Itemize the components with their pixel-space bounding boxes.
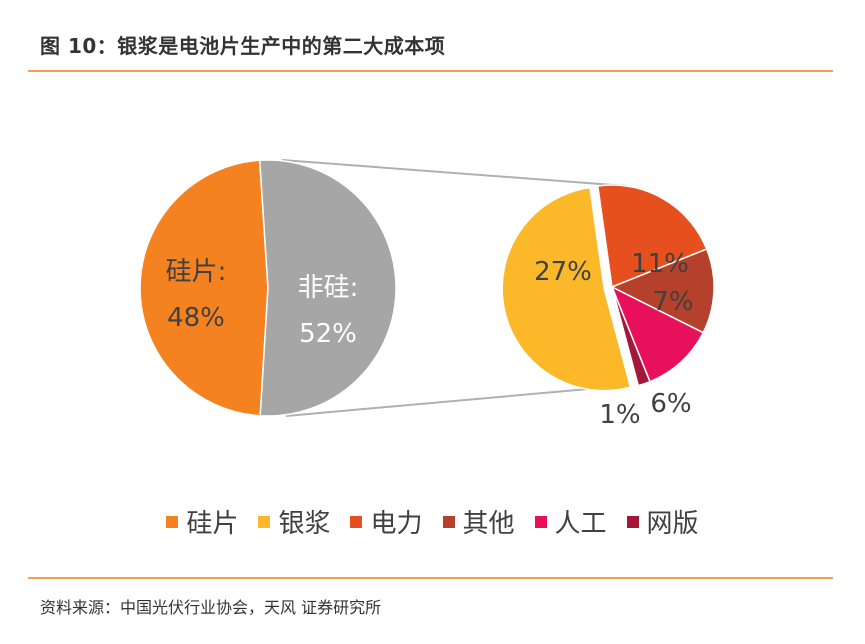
legend-item: 银浆 xyxy=(258,503,330,540)
legend-label: 其他 xyxy=(462,509,515,539)
source-note: 资料来源：中国光伏行业协会，天风 证券研究所 xyxy=(40,598,382,617)
breakdown-pie xyxy=(501,184,715,392)
breakdown-pie-slice-3 xyxy=(610,248,715,334)
footer-divider xyxy=(28,577,833,579)
connector-lines xyxy=(281,159,628,417)
legend-label: 银浆 xyxy=(278,509,331,539)
legend-item: 人工 xyxy=(534,503,607,540)
legend-label: 电力 xyxy=(370,509,423,539)
breakdown-pie-slice-1 xyxy=(501,186,632,392)
breakdown-pie-slice-4 xyxy=(610,285,705,383)
main-pie-slice-2 xyxy=(258,159,397,417)
legend-label: 人工 xyxy=(554,509,607,539)
breakdown-slice-value-label: 7% xyxy=(652,287,693,317)
legend-swatch xyxy=(350,515,363,528)
legend-item: 电力 xyxy=(350,503,423,540)
breakdown-slice-value-label: 11% xyxy=(631,249,689,279)
main-pie xyxy=(139,159,397,417)
breakdown-slice-value-label: 1% xyxy=(599,400,640,430)
legend-label: 网版 xyxy=(646,509,699,539)
chart-title: 图 10：银浆是电池片生产中的第二大成本项 xyxy=(40,34,446,58)
legend-swatch xyxy=(442,515,455,528)
connector-line-bottom xyxy=(285,385,623,417)
legend-swatch xyxy=(626,515,639,528)
legend-label: 硅片 xyxy=(186,509,239,539)
main-slice-name-label: 硅片: xyxy=(166,257,227,287)
legend-swatch xyxy=(166,515,179,528)
data-labels: 硅片: 48% 非硅: 52% 27% 11% 7% 6% 1% xyxy=(166,249,694,430)
main-slice-value-label: 48% xyxy=(167,303,225,333)
legend-swatch xyxy=(258,515,271,528)
main-slice-name-label: 非硅: xyxy=(298,273,359,303)
main-slice-value-label: 52% xyxy=(299,319,357,349)
breakdown-pie-slice-2 xyxy=(596,184,708,289)
chart-legend: 硅片 银浆 电力 其他 人工 网版 xyxy=(0,503,865,540)
connector-line-top xyxy=(281,159,628,187)
legend-item: 硅片 xyxy=(166,503,238,540)
pie-chart: 硅片: 48% 非硅: 52% 27% 11% 7% 6% 1% xyxy=(139,159,715,430)
main-pie-slice-1 xyxy=(139,159,269,417)
title-divider xyxy=(28,70,833,72)
breakdown-slice-value-label: 27% xyxy=(534,257,592,287)
legend-item: 网版 xyxy=(626,503,699,540)
legend-item: 其他 xyxy=(442,503,515,540)
legend-swatch xyxy=(534,515,547,528)
breakdown-slice-value-label: 6% xyxy=(650,389,691,419)
breakdown-pie-slice-5 xyxy=(611,286,651,387)
